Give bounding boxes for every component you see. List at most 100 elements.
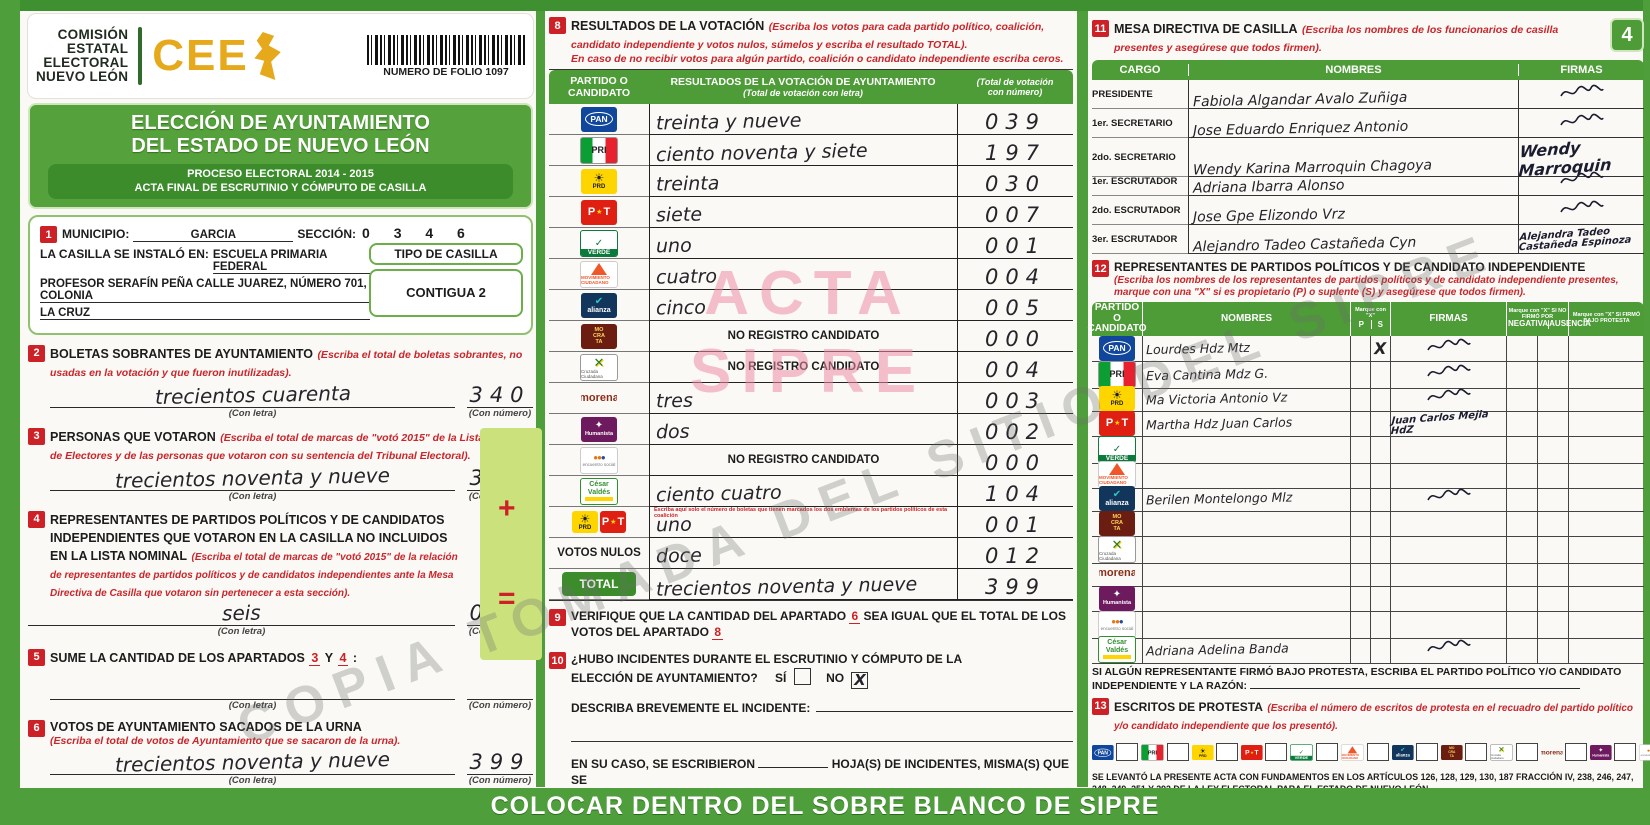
party-cell: PAN: [549, 104, 649, 135]
party-logo-prd: ☀ PRD: [572, 511, 598, 533]
protesta-count-box: [1167, 743, 1189, 762]
nombre-handwriting: Jose Gpe Elizondo Vrz: [1192, 206, 1346, 226]
cargo-label: 1er. ESCRUTADOR: [1092, 167, 1188, 196]
section2-badge: 2: [28, 344, 45, 362]
votes-letra-handwriting: treinta: [655, 172, 720, 196]
section1-badge: 1: [40, 226, 57, 244]
results-row-cesar: César Valdés ciento cuatro 104: [549, 476, 1073, 507]
votes-numero-cell: 007: [957, 197, 1073, 228]
ausencia-checkbox: [1537, 535, 1568, 564]
votes-letra-cell: Escriba aquí solo el número de boletas q…: [649, 507, 957, 538]
party-logo-encuentro: ●●●encuentro social: [1098, 610, 1136, 638]
protesta-party-democrata: MO CRA TA: [1441, 740, 1487, 765]
protesta-checkbox: [1568, 360, 1644, 389]
party-logo-mc: MOVIMIENTO CIUDADANO: [1341, 744, 1364, 761]
incident-blank-line: [816, 711, 1073, 713]
votes-letra-handwriting: uno: [655, 513, 692, 537]
propietario-checkbox: [1350, 510, 1370, 537]
scan-edge-top: [0, 0, 1650, 11]
section5-ref4: 4: [337, 650, 349, 666]
section6: 6 VOTOS DE AYUNTAMIENTO SACADOS DE LA UR…: [28, 719, 533, 786]
results-row-prd: ☀ PRD treinta 030: [549, 166, 1073, 197]
votos-urna-numero: 399: [469, 750, 531, 775]
title-line: DEL ESTADO DE NUEVO LEÓN: [131, 135, 430, 157]
brand-divider: [138, 27, 143, 85]
results-row-verde: ✓ VERDE uno 001: [549, 228, 1073, 259]
section11-title: MESA DIRECTIVA DE CASILLA: [1114, 22, 1298, 36]
section9-ref8: 8: [712, 624, 724, 640]
party-logo-pri: PRI: [1141, 744, 1164, 761]
negativa-checkbox: [1506, 585, 1537, 612]
section9: 9 VERIFIQUE QUE LA CANTIDAD DEL APARTADO…: [549, 609, 1073, 640]
representante-nombre-cell: Ma Victoria Antonio Vz: [1142, 385, 1350, 412]
section6-badge: 6: [28, 719, 45, 737]
votes-numero-handwriting: 039: [984, 110, 1047, 134]
votes-numero-handwriting: 002: [984, 420, 1047, 444]
representantes-table: PARTIDO O CANDIDATO NOMBRES Marque con "X…: [1087, 302, 1644, 664]
party-logo-encuentro: ●●●encuentro social: [580, 446, 618, 474]
signature-scribble: [1559, 83, 1605, 106]
party-cell: P ★ T: [549, 197, 649, 228]
mesa-row: 1er. ESCRUTADOR Adriana Ibarra Alonso: [1092, 167, 1644, 197]
cargo-label: 1er. SECRETARIO: [1092, 109, 1188, 138]
suplente-checkbox: [1370, 485, 1390, 512]
section9-ref6: 6: [849, 609, 861, 624]
ausencia-checkbox: [1537, 560, 1568, 587]
ausencia-checkbox: [1537, 610, 1568, 639]
representante-firma-cell: [1390, 485, 1506, 512]
section11-header: 11 MESA DIRECTIVA DE CASILLA (Escriba lo…: [1092, 18, 1644, 56]
negativa-checkbox: [1506, 460, 1537, 489]
representante-firma-cell: [1390, 510, 1506, 537]
propietario-checkbox: [1350, 385, 1370, 412]
col-party-header: PARTIDO O CANDIDATO: [567, 74, 631, 99]
votes-numero-handwriting: 000: [984, 451, 1047, 475]
section12-badge: 12: [1092, 260, 1109, 277]
nombre-cell: Jose Gpe Elizondo Vrz: [1188, 196, 1518, 226]
propietario-checkbox: [1350, 460, 1370, 489]
ausencia-checkbox: [1537, 335, 1568, 362]
votes-numero-handwriting: 030: [984, 172, 1047, 196]
negativa-checkbox: [1506, 435, 1537, 464]
votes-letra-handwriting: tres: [655, 389, 694, 413]
party-logo-mc: MOVIMIENTO CIUDADANO: [1098, 460, 1136, 488]
votes-letra-cell: treinta: [649, 166, 957, 197]
page-number-badge: 4: [1610, 18, 1644, 52]
mesa-row: 3er. ESCRUTADOR Alejandro Tadeo Castañeda…: [1092, 225, 1644, 255]
representante-nombre-cell: [1142, 560, 1350, 587]
section9-text: VERIFIQUE QUE LA CANTIDAD DEL APARTADO: [571, 609, 847, 623]
con-numero-label: (Con número): [468, 699, 532, 711]
representante-row-cesar: César Valdés Adriana Adelina Banda: [1092, 635, 1644, 664]
folio-label: NUMERO DE FOLIO 1097: [383, 65, 509, 78]
negativa-checkbox: [1506, 560, 1537, 587]
protesta-party-pri: PRI: [1141, 739, 1189, 766]
si-label: SÍ: [775, 670, 787, 685]
subtitle-line: PROCESO ELECTORAL 2014 - 2015: [187, 168, 374, 180]
party-cell: ✕ Cruzada Ciudadana: [549, 352, 649, 383]
protesta-party-pan: PAN: [1092, 740, 1138, 765]
propietario-checkbox: [1350, 485, 1370, 512]
representante-nombre-handwriting: Martha Hdz Juan Carlos: [1145, 413, 1293, 433]
party-logo-cruzada: ✕ Cruzada Ciudadana: [1490, 744, 1513, 761]
no-registro-text: NO REGISTRO CANDIDATO: [727, 453, 880, 466]
party-cell: ✔ alianza: [549, 290, 649, 321]
firma-cell: [1518, 196, 1644, 225]
protesta-party-alianza: ✔ alianza: [1392, 740, 1438, 765]
section10: 10 ¿HUBO INCIDENTES DURANTE EL ESCRUTINI…: [549, 652, 1073, 806]
party-logo-morena: morena: [1099, 567, 1135, 579]
protesta-checkbox: [1568, 485, 1644, 512]
signature-scribble: [1559, 170, 1605, 193]
party-cell: MOVIMIENTO CIUDADANO: [549, 259, 649, 290]
party-cell: VOTOS NULOS: [549, 538, 649, 569]
votes-numero-cell: 002: [957, 414, 1073, 445]
section5-ref3: 3: [309, 650, 321, 666]
title-box: ELECCIÓN DE AYUNTAMIENTO DEL ESTADO DE N…: [28, 103, 533, 209]
party-cell: ✦ Humanista: [549, 414, 649, 445]
representante-row-cruzada: ✕ Cruzada Ciudadana: [1092, 535, 1644, 564]
protesta-party-prd: ☀ PRD: [1192, 740, 1238, 765]
representante-row-verde: ✓ VERDE: [1092, 435, 1644, 464]
votes-numero-cell: 012: [957, 538, 1073, 569]
votes-numero-handwriting: 399: [984, 575, 1047, 599]
no-registro-text: NO REGISTRO CANDIDATO: [727, 329, 880, 342]
mesa-directiva-header: CARGO NOMBRES FIRMAS: [1092, 60, 1644, 80]
representante-nombre-cell: [1142, 585, 1350, 612]
